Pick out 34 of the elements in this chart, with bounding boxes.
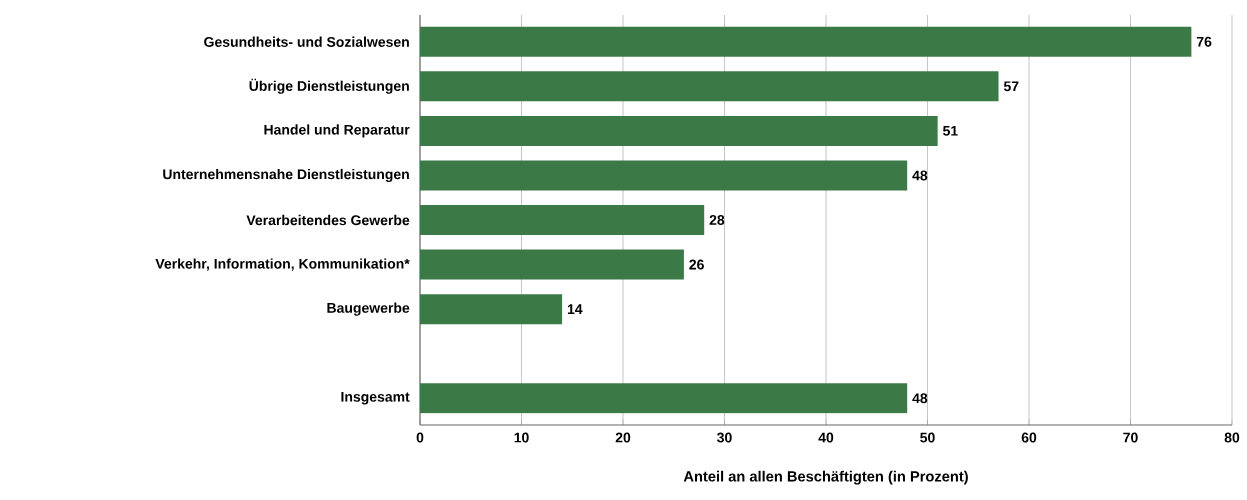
bar [420,294,563,325]
data-label: 14 [567,304,583,314]
x-tick-label: 40 [818,432,834,443]
x-tick-label: 70 [1123,432,1138,443]
y-tick-label: Handel und Reparatur [264,124,410,138]
data-label: 76 [1196,36,1212,47]
data-label: 51 [943,126,958,136]
bar [420,71,999,102]
bar [420,383,908,414]
bar [420,26,1192,57]
y-tick-label: Übrige Dienstleistungen [249,78,409,94]
bar [420,160,908,191]
data-label: 48 [912,393,928,404]
x-tick-label: 50 [920,432,935,443]
y-tick-label: Baugewerbe [327,302,410,316]
x-tick-label: 60 [1021,432,1037,443]
data-label: 28 [709,215,725,225]
x-axis-title: Anteil an allen Beschäftigten (in Prozent) [683,470,968,485]
y-tick-label: Verkehr, Information, Kommunikation* [155,258,410,271]
bar [420,115,938,146]
x-tick-label: 10 [514,432,529,443]
bar [420,249,684,280]
bar [420,205,705,236]
y-tick-label: Verarbeitendes Gewerbe [246,214,410,226]
y-tick-label: Insgesamt [341,391,410,405]
x-tick-label: 80 [1224,432,1240,443]
data-label: 57 [1003,81,1019,92]
y-tick-label: Unternehmensnahe Dienstleistungen [163,168,409,182]
x-tick-label: 0 [416,432,424,443]
x-tick-label: 20 [615,432,631,443]
data-label: 26 [689,259,704,270]
data-label: 48 [912,170,928,181]
x-tick-label: 30 [717,432,732,443]
y-tick-label: Gesundheits- und Sozialwesen [204,36,409,47]
